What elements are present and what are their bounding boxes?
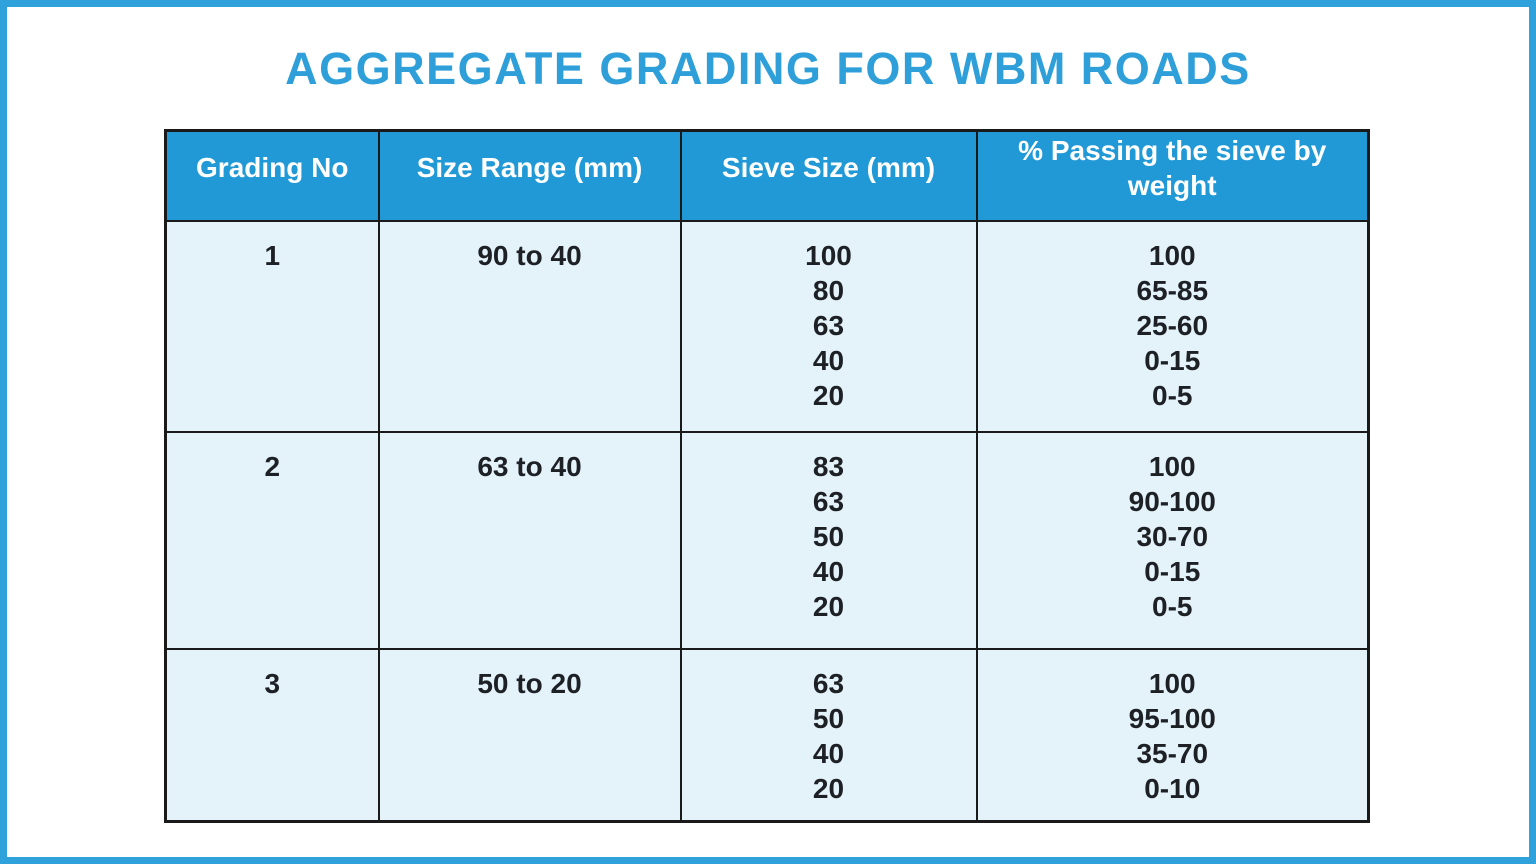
cell-size-range: 50 to 20: [377, 647, 682, 823]
cell-sieve-sizes: 100 80 63 40 20: [679, 219, 978, 433]
table-row: 3 50 to 20 63 50 40 20 100 95-100 35-70 …: [164, 647, 1370, 823]
cell-grading-no: 2: [164, 430, 380, 650]
cell-percent-passing: 100 90-100 30-70 0-15 0-5: [975, 430, 1370, 650]
cell-size-range: 63 to 40: [377, 430, 682, 650]
cell-size-range: 90 to 40: [377, 219, 682, 433]
cell-grading-no: 1: [164, 219, 380, 433]
cell-sieve-sizes: 63 50 40 20: [679, 647, 978, 823]
cell-sieve-sizes: 83 63 50 40 20: [679, 430, 978, 650]
cell-percent-passing: 100 65-85 25-60 0-15 0-5: [975, 219, 1370, 433]
table-header-row: Grading No Size Range (mm) Sieve Size (m…: [164, 129, 1370, 222]
table-row: 1 90 to 40 100 80 63 40 20 100 65-85 25-…: [164, 219, 1370, 433]
aggregate-grading-table: Grading No Size Range (mm) Sieve Size (m…: [164, 129, 1370, 823]
table-row: 2 63 to 40 83 63 50 40 20 100 90-100 30-…: [164, 430, 1370, 650]
column-header-percent-passing: % Passing the sieve by weight: [975, 129, 1370, 222]
column-header-sieve-size: Sieve Size (mm): [679, 129, 978, 222]
column-header-grading-no: Grading No: [164, 129, 380, 222]
column-header-size-range: Size Range (mm): [377, 129, 682, 222]
cell-percent-passing: 100 95-100 35-70 0-10: [975, 647, 1370, 823]
page-title: AGGREGATE GRADING FOR WBM ROADS: [285, 43, 1251, 94]
cell-grading-no: 3: [164, 647, 380, 823]
